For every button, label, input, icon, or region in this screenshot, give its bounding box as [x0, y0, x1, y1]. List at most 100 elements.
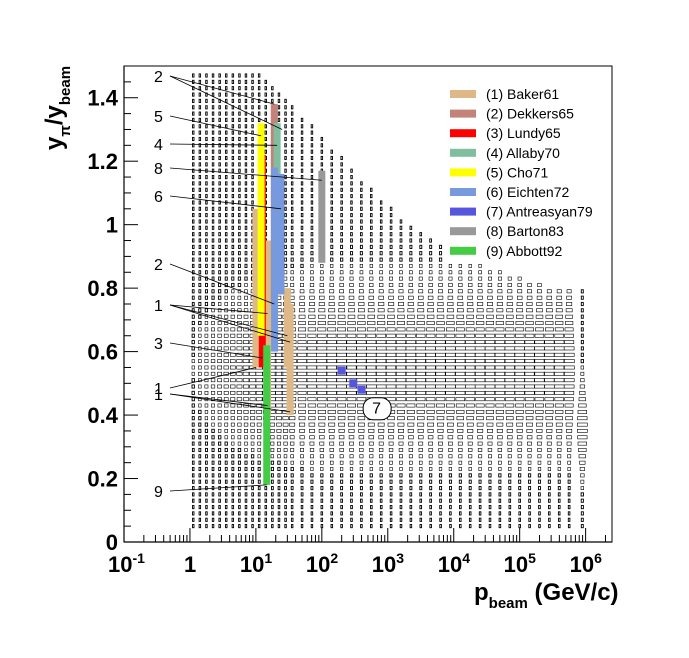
grid-cell [191, 454, 195, 459]
grid-cell [210, 352, 216, 357]
legend-swatch-3 [450, 129, 476, 138]
grid-cell [564, 340, 575, 345]
grid-cell [459, 524, 462, 529]
grid-cell [328, 422, 336, 427]
grid-cell [488, 460, 492, 465]
grid-cell [236, 403, 242, 408]
grid-cell [376, 340, 387, 345]
legend: (1) Baker61(2) Dekkers65(3) Lundy65(4) A… [446, 84, 596, 262]
grid-cell [205, 149, 208, 154]
grid-cell [359, 473, 363, 478]
grid-cell [527, 473, 532, 478]
grid-cell [386, 327, 396, 332]
grid-cell [553, 365, 565, 370]
grid-cell [231, 206, 235, 211]
grid-cell [210, 378, 216, 383]
grid-cell [567, 479, 571, 484]
grid-cell [238, 79, 241, 84]
grid-cell [210, 359, 216, 364]
grid-cell [495, 321, 504, 325]
grid-cell [277, 524, 281, 529]
grid-cell [379, 467, 383, 471]
grid-cell [230, 384, 236, 389]
grid-cell [211, 73, 215, 78]
grid-cell [554, 327, 564, 332]
grid-cell [515, 314, 524, 319]
grid-cell [487, 435, 493, 440]
grid-cell [242, 359, 250, 364]
grid-cell [497, 441, 503, 446]
grid-cell [346, 333, 357, 338]
grid-cell [399, 498, 403, 503]
grid-cell [368, 295, 374, 300]
grid-cell [257, 435, 262, 440]
grid-cell [310, 181, 314, 186]
grid-cell [198, 79, 202, 84]
grid-cell [458, 454, 463, 459]
grid-cell [427, 422, 435, 427]
grid-cell [536, 308, 543, 313]
grid-cell [316, 352, 328, 357]
grid-cell [192, 98, 195, 103]
grid-cell [205, 225, 208, 230]
grid-cell [192, 187, 195, 192]
grid-cell [309, 302, 315, 306]
grid-cell [566, 448, 572, 452]
grid-cell [297, 346, 307, 351]
grid-cell [428, 454, 433, 459]
grid-cell [290, 175, 294, 180]
grid-cell [516, 308, 523, 313]
grid-cell [487, 295, 493, 300]
grid-cell [211, 511, 215, 516]
grid-cell [300, 143, 304, 148]
grid-cell [310, 473, 314, 478]
grid-cell [308, 308, 316, 313]
grid-cell [488, 511, 492, 516]
grid-cell [399, 244, 403, 249]
grid-cell [397, 428, 404, 433]
grid-cell [204, 308, 209, 313]
grid-cell [271, 498, 274, 503]
grid-cell [290, 251, 294, 256]
grid-cell [505, 409, 514, 414]
grid-cell [359, 460, 364, 465]
grid-cell [198, 289, 202, 294]
grid-cell [350, 251, 354, 256]
grid-cell [546, 295, 553, 300]
grid-cell [387, 422, 395, 427]
grid-cell [395, 340, 406, 345]
grid-cell [389, 213, 393, 218]
grid-cell [358, 295, 365, 300]
grid-cell [276, 422, 282, 427]
grid-cell [415, 333, 426, 338]
grid-cell [310, 276, 314, 281]
grid-cell [218, 92, 221, 97]
grid-cell [535, 409, 544, 414]
grid-cell [205, 79, 208, 84]
grid-cell [251, 511, 254, 516]
grid-cell [191, 466, 195, 472]
grid-cell [244, 517, 248, 522]
grid-cell [360, 219, 363, 224]
grid-cell [488, 517, 492, 522]
grid-cell [192, 143, 195, 148]
grid-cell [275, 390, 283, 395]
grid-cell [277, 105, 281, 110]
grid-cell [257, 441, 262, 446]
grid-cell [449, 486, 452, 491]
grid-cell [454, 365, 466, 370]
grid-cell [418, 276, 423, 281]
grid-cell [429, 511, 432, 516]
grid-cell [211, 213, 215, 218]
grid-cell [300, 460, 304, 465]
x-tick-label: 102 [306, 550, 338, 577]
band-1 [264, 240, 272, 416]
grid-cell [350, 181, 353, 186]
grid-cell [328, 308, 336, 313]
grid-cell [495, 327, 505, 332]
grid-cell [458, 479, 462, 484]
grid-cell [419, 517, 423, 522]
grid-cell [409, 270, 413, 275]
grid-cell [548, 524, 551, 529]
grid-cell [468, 505, 472, 510]
